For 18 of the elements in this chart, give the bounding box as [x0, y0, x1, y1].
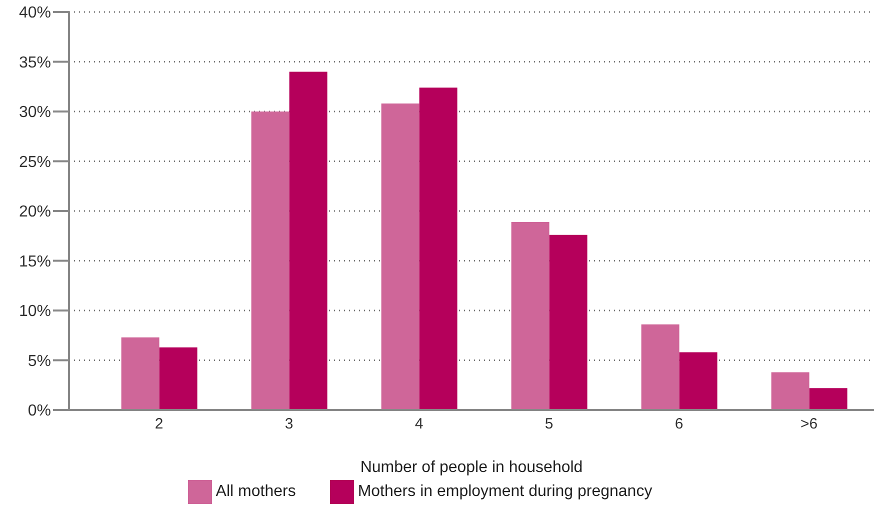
- y-tick-label: 20%: [18, 204, 51, 221]
- x-tick-label: 2: [154, 416, 164, 433]
- x-tick-label: 5: [544, 416, 554, 433]
- x-tick-label: 6: [674, 416, 684, 433]
- y-tick-label: 5%: [28, 352, 51, 370]
- y-tick-label: 30%: [18, 104, 51, 122]
- x-tick-label: 3: [284, 416, 294, 433]
- y-tick-label: 25%: [18, 154, 51, 171]
- y-tick-label: 0%: [28, 402, 51, 420]
- legend-label: Mothers in employment during pregnancy: [358, 483, 652, 500]
- x-tick-label: 4: [414, 416, 424, 433]
- legend-label: All mothers: [216, 483, 296, 500]
- x-axis-title: Number of people in household: [360, 459, 583, 476]
- y-tick-label: 15%: [18, 253, 51, 270]
- y-tick-label: 10%: [18, 303, 51, 320]
- y-tick-label: 40%: [18, 4, 51, 22]
- y-tick-label: 35%: [18, 54, 51, 72]
- x-tick-label: >6: [800, 416, 818, 433]
